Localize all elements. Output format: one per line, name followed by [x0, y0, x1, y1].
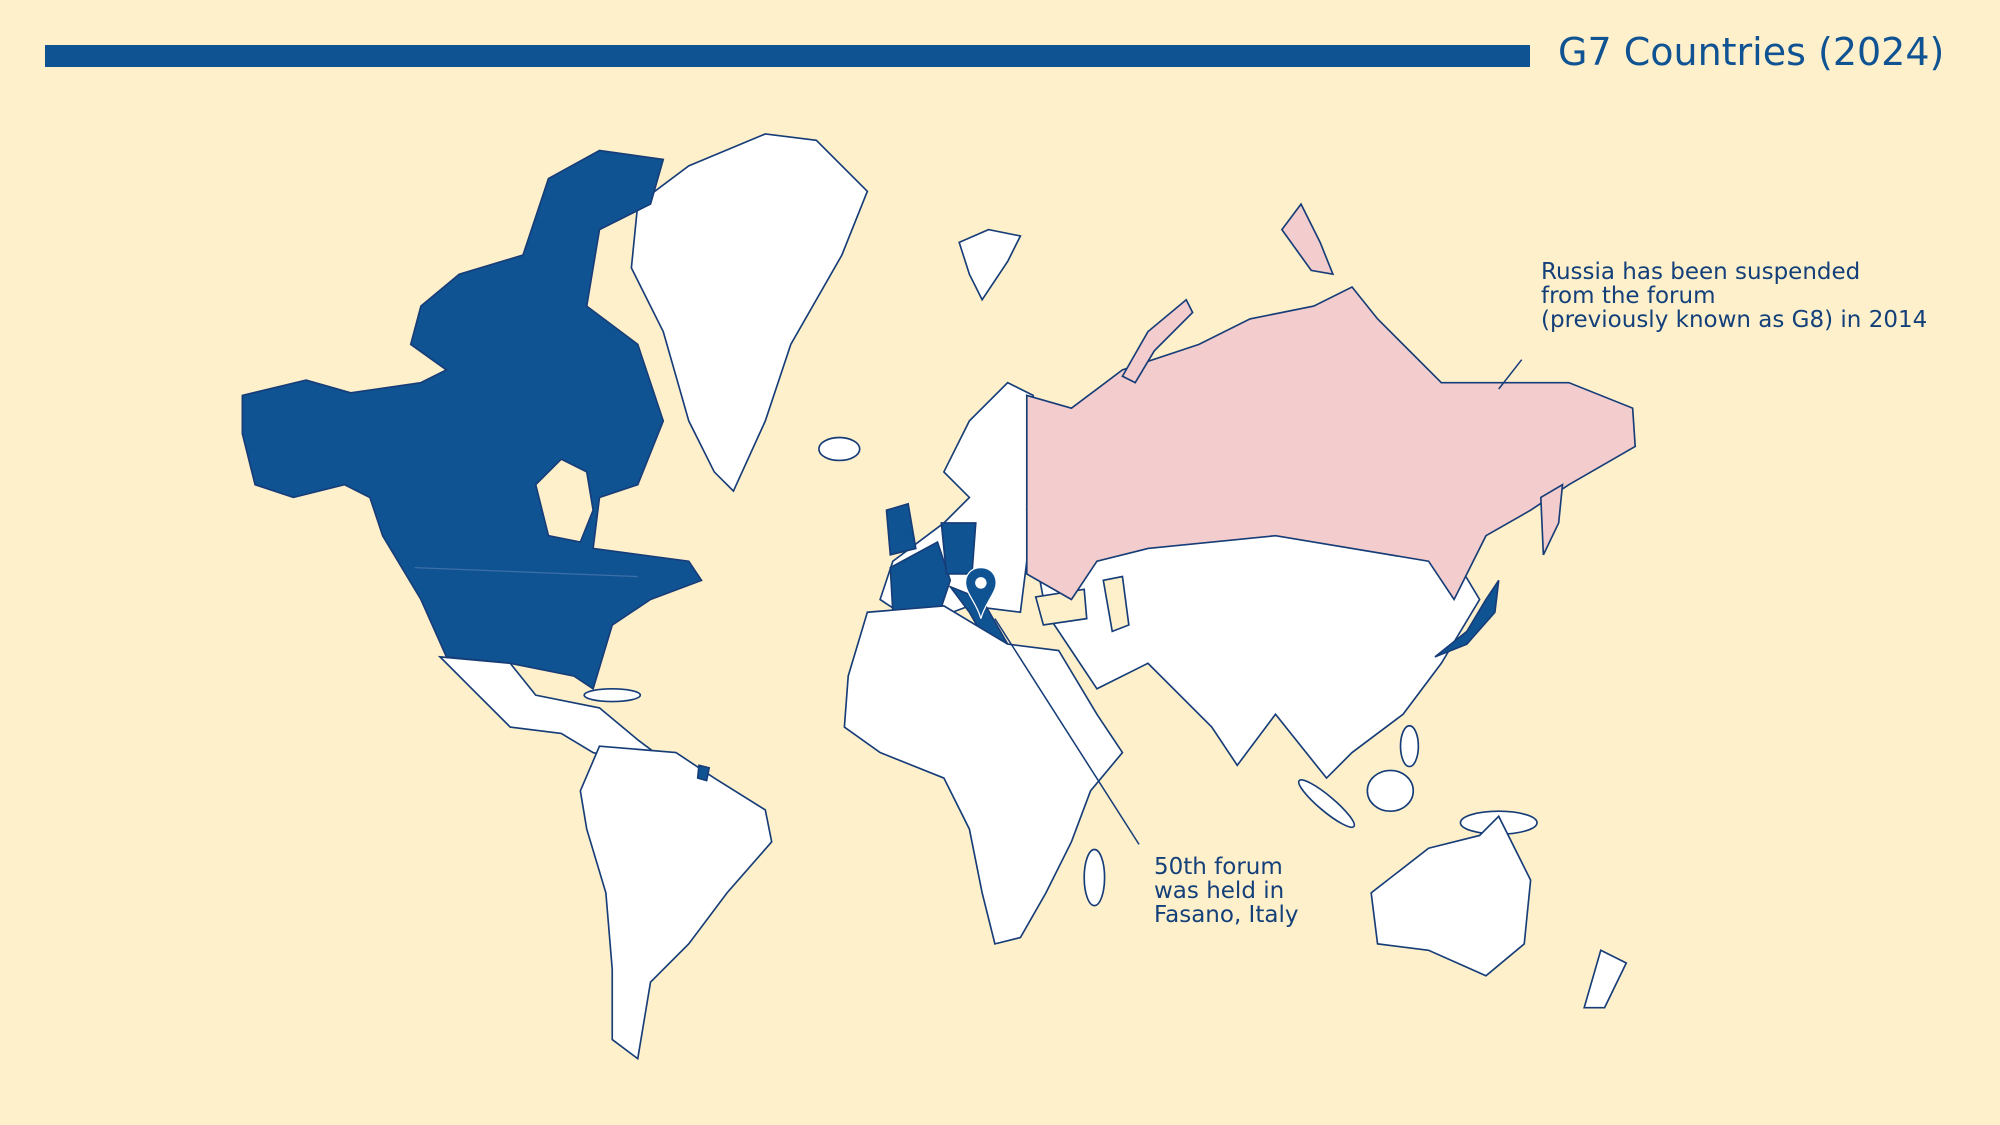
russia-annotation: Russia has been suspended from the forum…	[1541, 259, 1928, 333]
island-cuba	[583, 687, 642, 703]
hudson-bay	[534, 458, 594, 544]
country-russia	[1025, 285, 1637, 602]
russia-leader-line	[1498, 359, 1523, 390]
title-bar-decoration	[45, 45, 1530, 67]
country-canada-usa	[241, 149, 703, 691]
map-title: G7 Countries (2024)	[1558, 30, 1945, 74]
island-philippines	[1399, 724, 1420, 768]
country-japan	[1434, 579, 1500, 658]
island-novaya-zemlya	[1121, 298, 1194, 384]
island-sumatra	[1297, 779, 1356, 829]
fasano-leader-line	[994, 618, 1140, 845]
french-guiana	[696, 764, 711, 782]
island-madagascar	[1083, 848, 1106, 907]
country-new-zealand	[1583, 949, 1628, 1009]
island-sakhalin	[1539, 483, 1564, 556]
island-borneo	[1366, 769, 1415, 813]
continent-africa	[843, 605, 1124, 945]
fasano-annotation: 50th forum was held in Fasano, Italy	[1154, 854, 1299, 928]
country-france	[889, 540, 952, 620]
country-greenland	[630, 133, 869, 493]
caspian-sea	[1102, 575, 1130, 633]
country-iceland	[818, 436, 861, 462]
border-us-canada	[414, 566, 638, 578]
island-svalbard	[958, 228, 1022, 302]
country-uk	[885, 502, 917, 556]
map-pin-icon[interactable]	[964, 566, 997, 619]
country-germany	[940, 522, 977, 575]
continent-australia	[1370, 814, 1532, 977]
continent-asia	[1025, 509, 1481, 780]
continent-south-america	[579, 745, 773, 1061]
island-severnaya-zemlya	[1280, 202, 1335, 276]
